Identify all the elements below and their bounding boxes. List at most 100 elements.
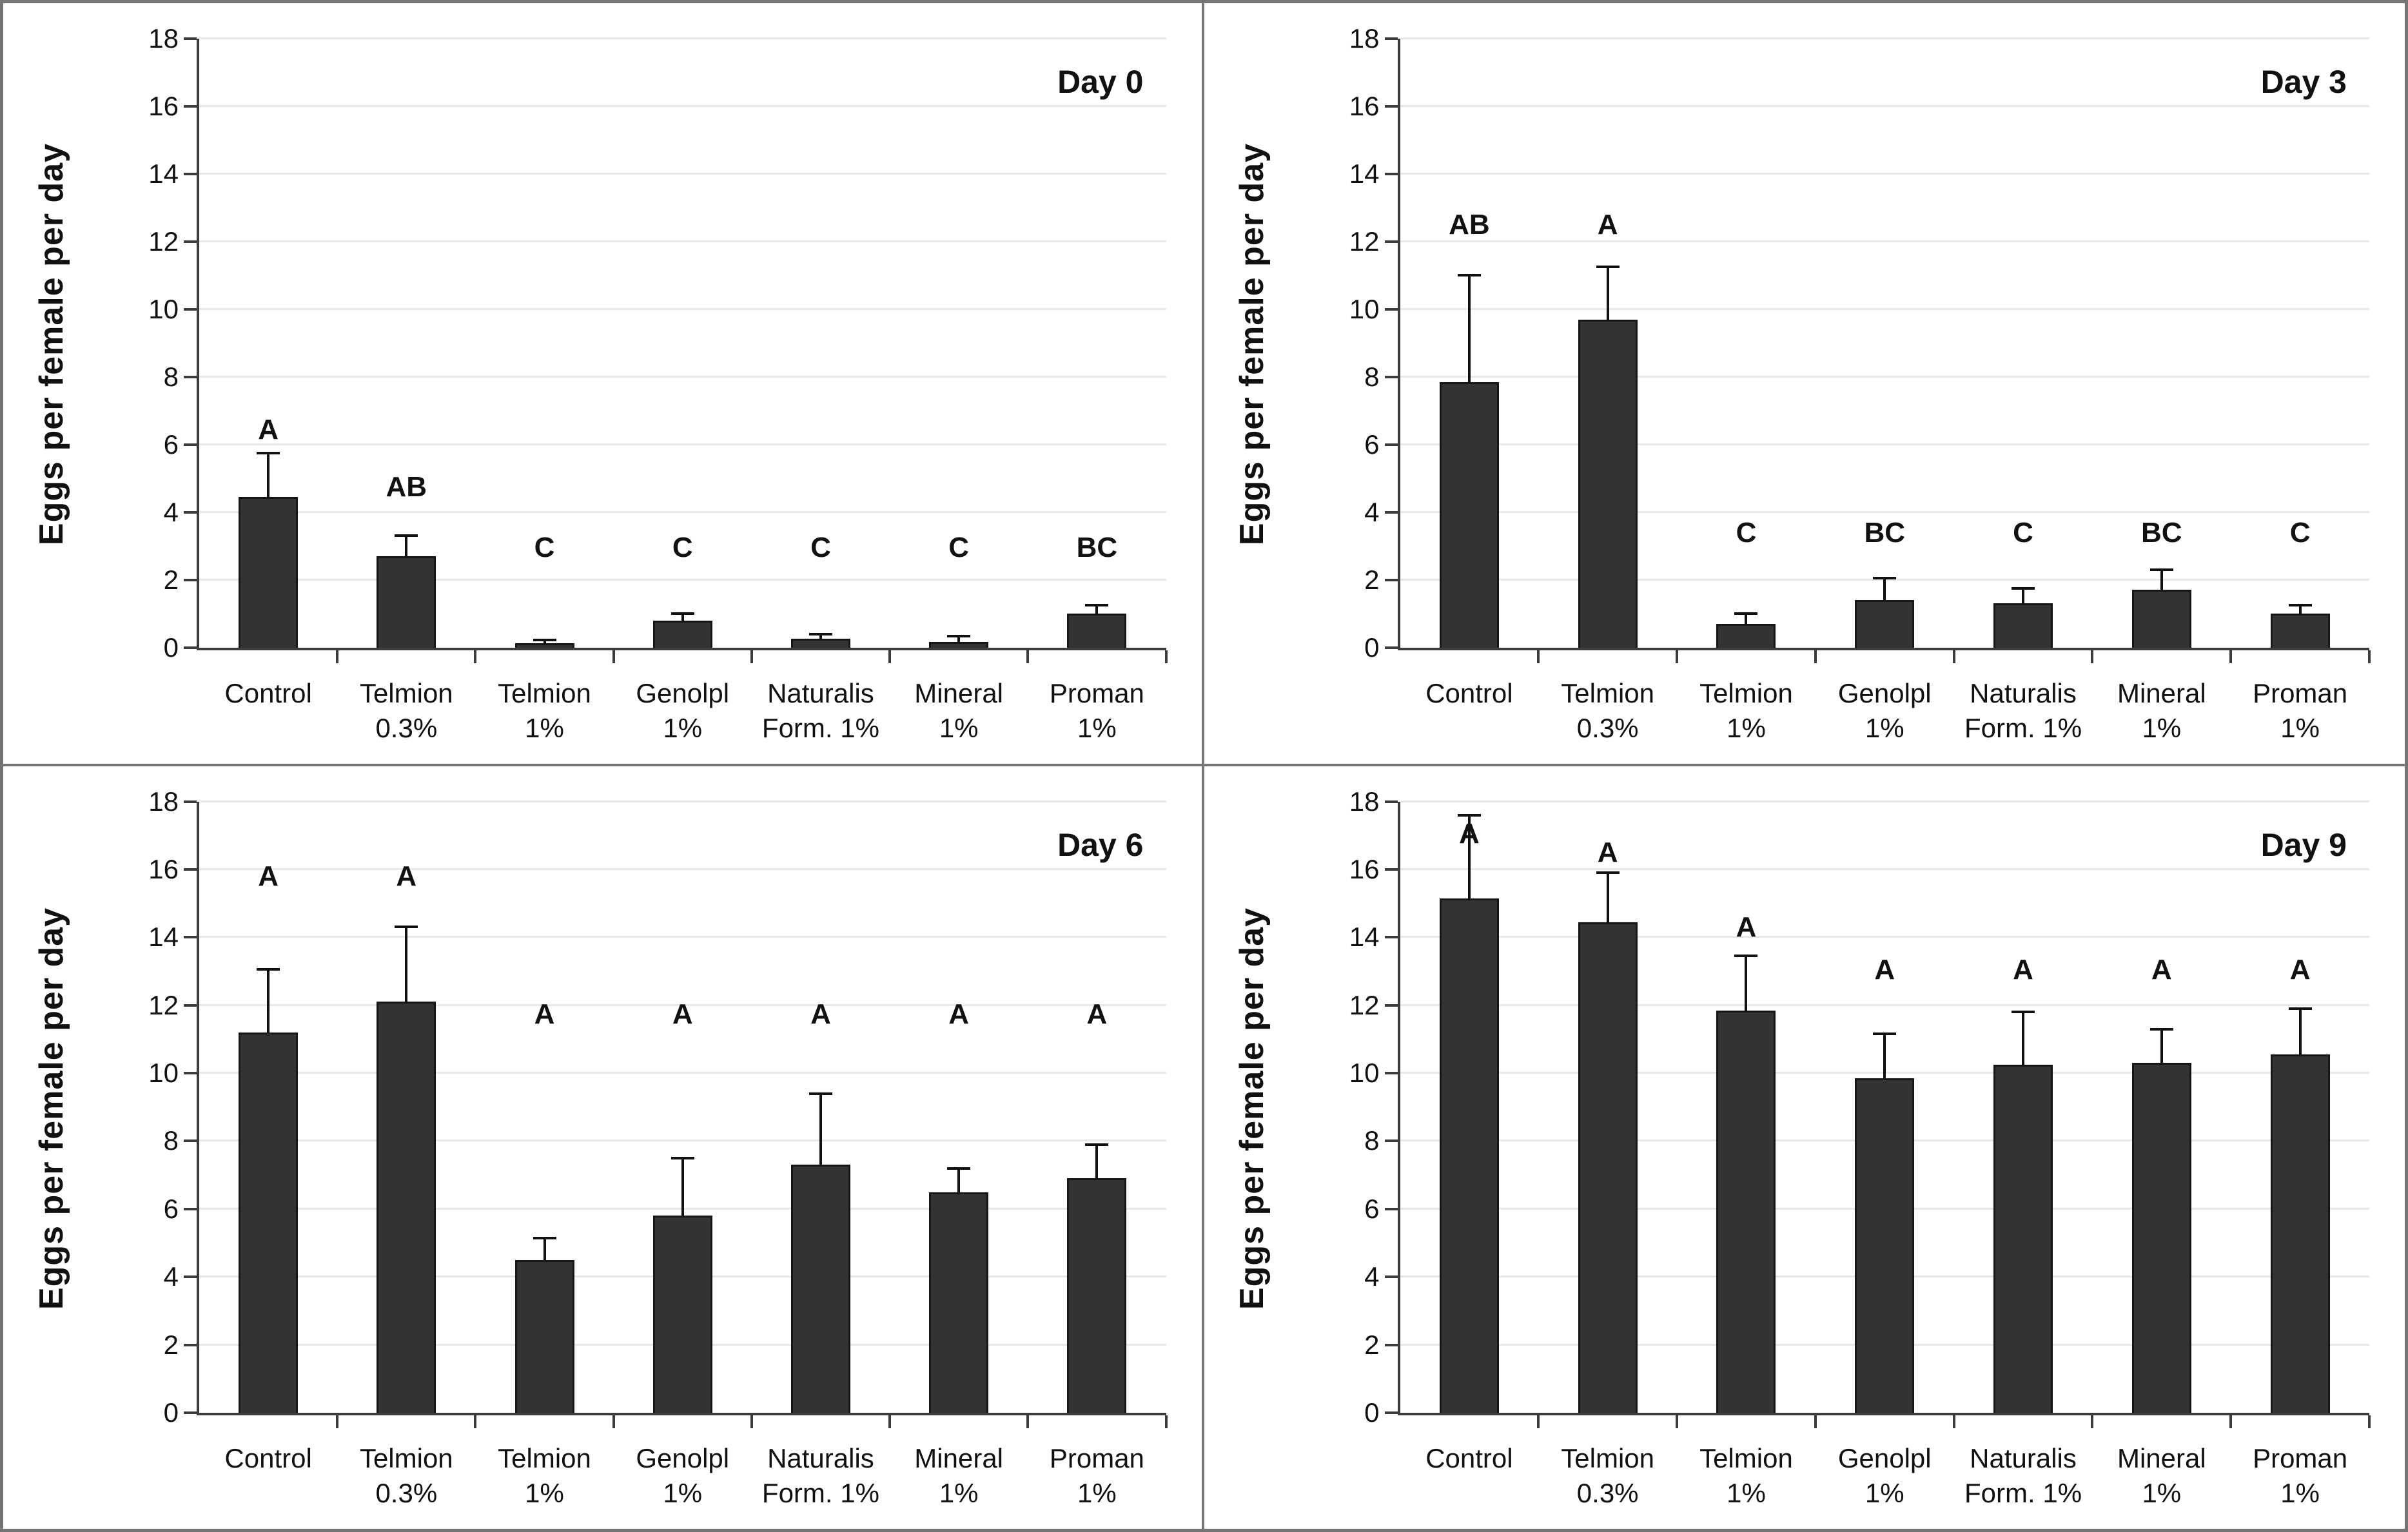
category-label: Genolpl 1% [1809, 1441, 1961, 1511]
category-label-line1: Proman [1049, 1443, 1144, 1473]
error-bar-cap [1873, 576, 1897, 579]
x-tick [612, 650, 615, 663]
bar [1578, 319, 1638, 648]
category-label: Telmion 0.3% [1532, 1441, 1683, 1511]
x-tick [2091, 650, 2094, 663]
error-bar-stem [2160, 569, 2163, 590]
x-tick [1814, 650, 1817, 663]
category-label: Telmion 0.3% [1532, 676, 1683, 746]
bar [377, 1002, 436, 1413]
y-tick-label: 4 [1364, 496, 1380, 527]
y-tick-label: 6 [163, 1193, 179, 1224]
category-label-line2: Form. 1% [761, 1478, 879, 1508]
category-label: Proman 1% [2224, 676, 2376, 746]
y-tick [184, 800, 197, 803]
y-tick-label: 12 [148, 226, 179, 257]
x-tick [474, 650, 477, 663]
y-axis-title-text: Eggs per female per day [33, 143, 70, 546]
error-bar-stem [1606, 267, 1609, 320]
error-bar-cap [1596, 871, 1620, 875]
significance-letter: C [948, 532, 970, 564]
category-label-line1: Genolpl [1837, 677, 1932, 708]
y-tick [1384, 172, 1398, 175]
significance-letter: BC [1076, 532, 1118, 564]
error-bar-cap [2288, 603, 2312, 606]
bar [1067, 1178, 1127, 1413]
x-tick [1537, 650, 1540, 663]
error-bar-cap [671, 612, 694, 616]
error-bar-stem [2298, 605, 2302, 614]
bar [1439, 898, 1499, 1413]
x-tick [336, 1415, 339, 1428]
error-bar-cap [1873, 1033, 1897, 1036]
panel-title-day-3: Day 3 [2260, 64, 2347, 100]
gridline [199, 443, 1166, 445]
y-tick [1384, 800, 1398, 803]
x-tick [1164, 1415, 1168, 1428]
panel-grid: Eggs per female per day Day 0 0 2 4 6 8 10 12 1… [3, 3, 2405, 1529]
gridline [199, 578, 1166, 581]
category-label-line1: Mineral [914, 1443, 1004, 1473]
category-label-line2: 1% [1077, 1478, 1117, 1508]
error-bar-cap [808, 1092, 832, 1095]
gridline [199, 1139, 1166, 1142]
gridline [199, 240, 1166, 242]
category-label-line1: Naturalis [1970, 677, 2077, 708]
y-tick [184, 1139, 197, 1143]
gridline [1400, 1004, 2369, 1006]
error-bar-cap [2288, 1007, 2312, 1010]
chart-panel-day-9: Eggs per female per day Day 9 0 2 4 6 8 10 12 1… [1204, 766, 2405, 1529]
error-bar-stem [1095, 605, 1099, 614]
category-label: Naturalis Form. 1% [745, 676, 896, 746]
x-tick [1676, 650, 1679, 663]
category-label-line2: 1% [663, 712, 703, 743]
y-tick-label: 4 [163, 1261, 179, 1292]
bar [2131, 1063, 2191, 1413]
y-tick-label: 16 [148, 853, 179, 884]
significance-letter: A [2151, 954, 2172, 986]
gridline [199, 1004, 1166, 1006]
x-tick [888, 650, 892, 663]
x-tick [2368, 1415, 2371, 1428]
category-label-line1: Telmion [498, 677, 591, 708]
category-label: Control [1394, 1441, 1545, 1476]
y-tick [1384, 1072, 1398, 1075]
category-label: Mineral 1% [883, 1441, 1034, 1511]
gridline [199, 37, 1166, 39]
gridline [199, 375, 1166, 378]
y-tick-label: 18 [1349, 23, 1380, 53]
y-axis-title-text: Eggs per female per day [33, 907, 70, 1310]
y-tick [184, 1207, 197, 1210]
significance-letter: A [396, 860, 417, 893]
y-tick [184, 1004, 197, 1007]
y-tick-label: 0 [163, 1397, 179, 1428]
y-tick-label: 16 [1349, 853, 1380, 884]
bar [1716, 623, 1776, 648]
significance-letter: A [810, 998, 831, 1030]
error-bar-stem [957, 636, 961, 642]
category-label-line2: 1% [2142, 712, 2182, 743]
category-label-line2: 1% [1865, 1478, 1904, 1508]
x-tick [2091, 1415, 2094, 1428]
category-label-line2: 1% [2280, 1478, 2320, 1508]
y-tick [1384, 1139, 1398, 1143]
category-label-line1: Telmion [359, 1443, 453, 1473]
significance-letter: C [2013, 516, 2033, 548]
significance-letter: AB [1449, 209, 1490, 241]
y-tick [184, 1275, 197, 1279]
y-tick-label: 10 [1349, 293, 1380, 324]
category-label-line2: Form. 1% [1964, 712, 2082, 743]
category-label: Telmion 1% [469, 676, 620, 746]
gridline [199, 172, 1166, 175]
bar [1993, 1064, 2053, 1413]
y-tick [184, 1072, 197, 1075]
category-label-line2: 1% [939, 1478, 979, 1508]
y-tick [184, 307, 197, 311]
y-tick-label: 14 [1349, 922, 1380, 953]
y-tick [184, 172, 197, 175]
x-tick [1952, 1415, 1955, 1428]
y-tick-label: 10 [148, 1058, 179, 1089]
error-bar-cap [947, 1167, 971, 1170]
category-label-line1: Control [1425, 677, 1513, 708]
bar [514, 643, 574, 648]
